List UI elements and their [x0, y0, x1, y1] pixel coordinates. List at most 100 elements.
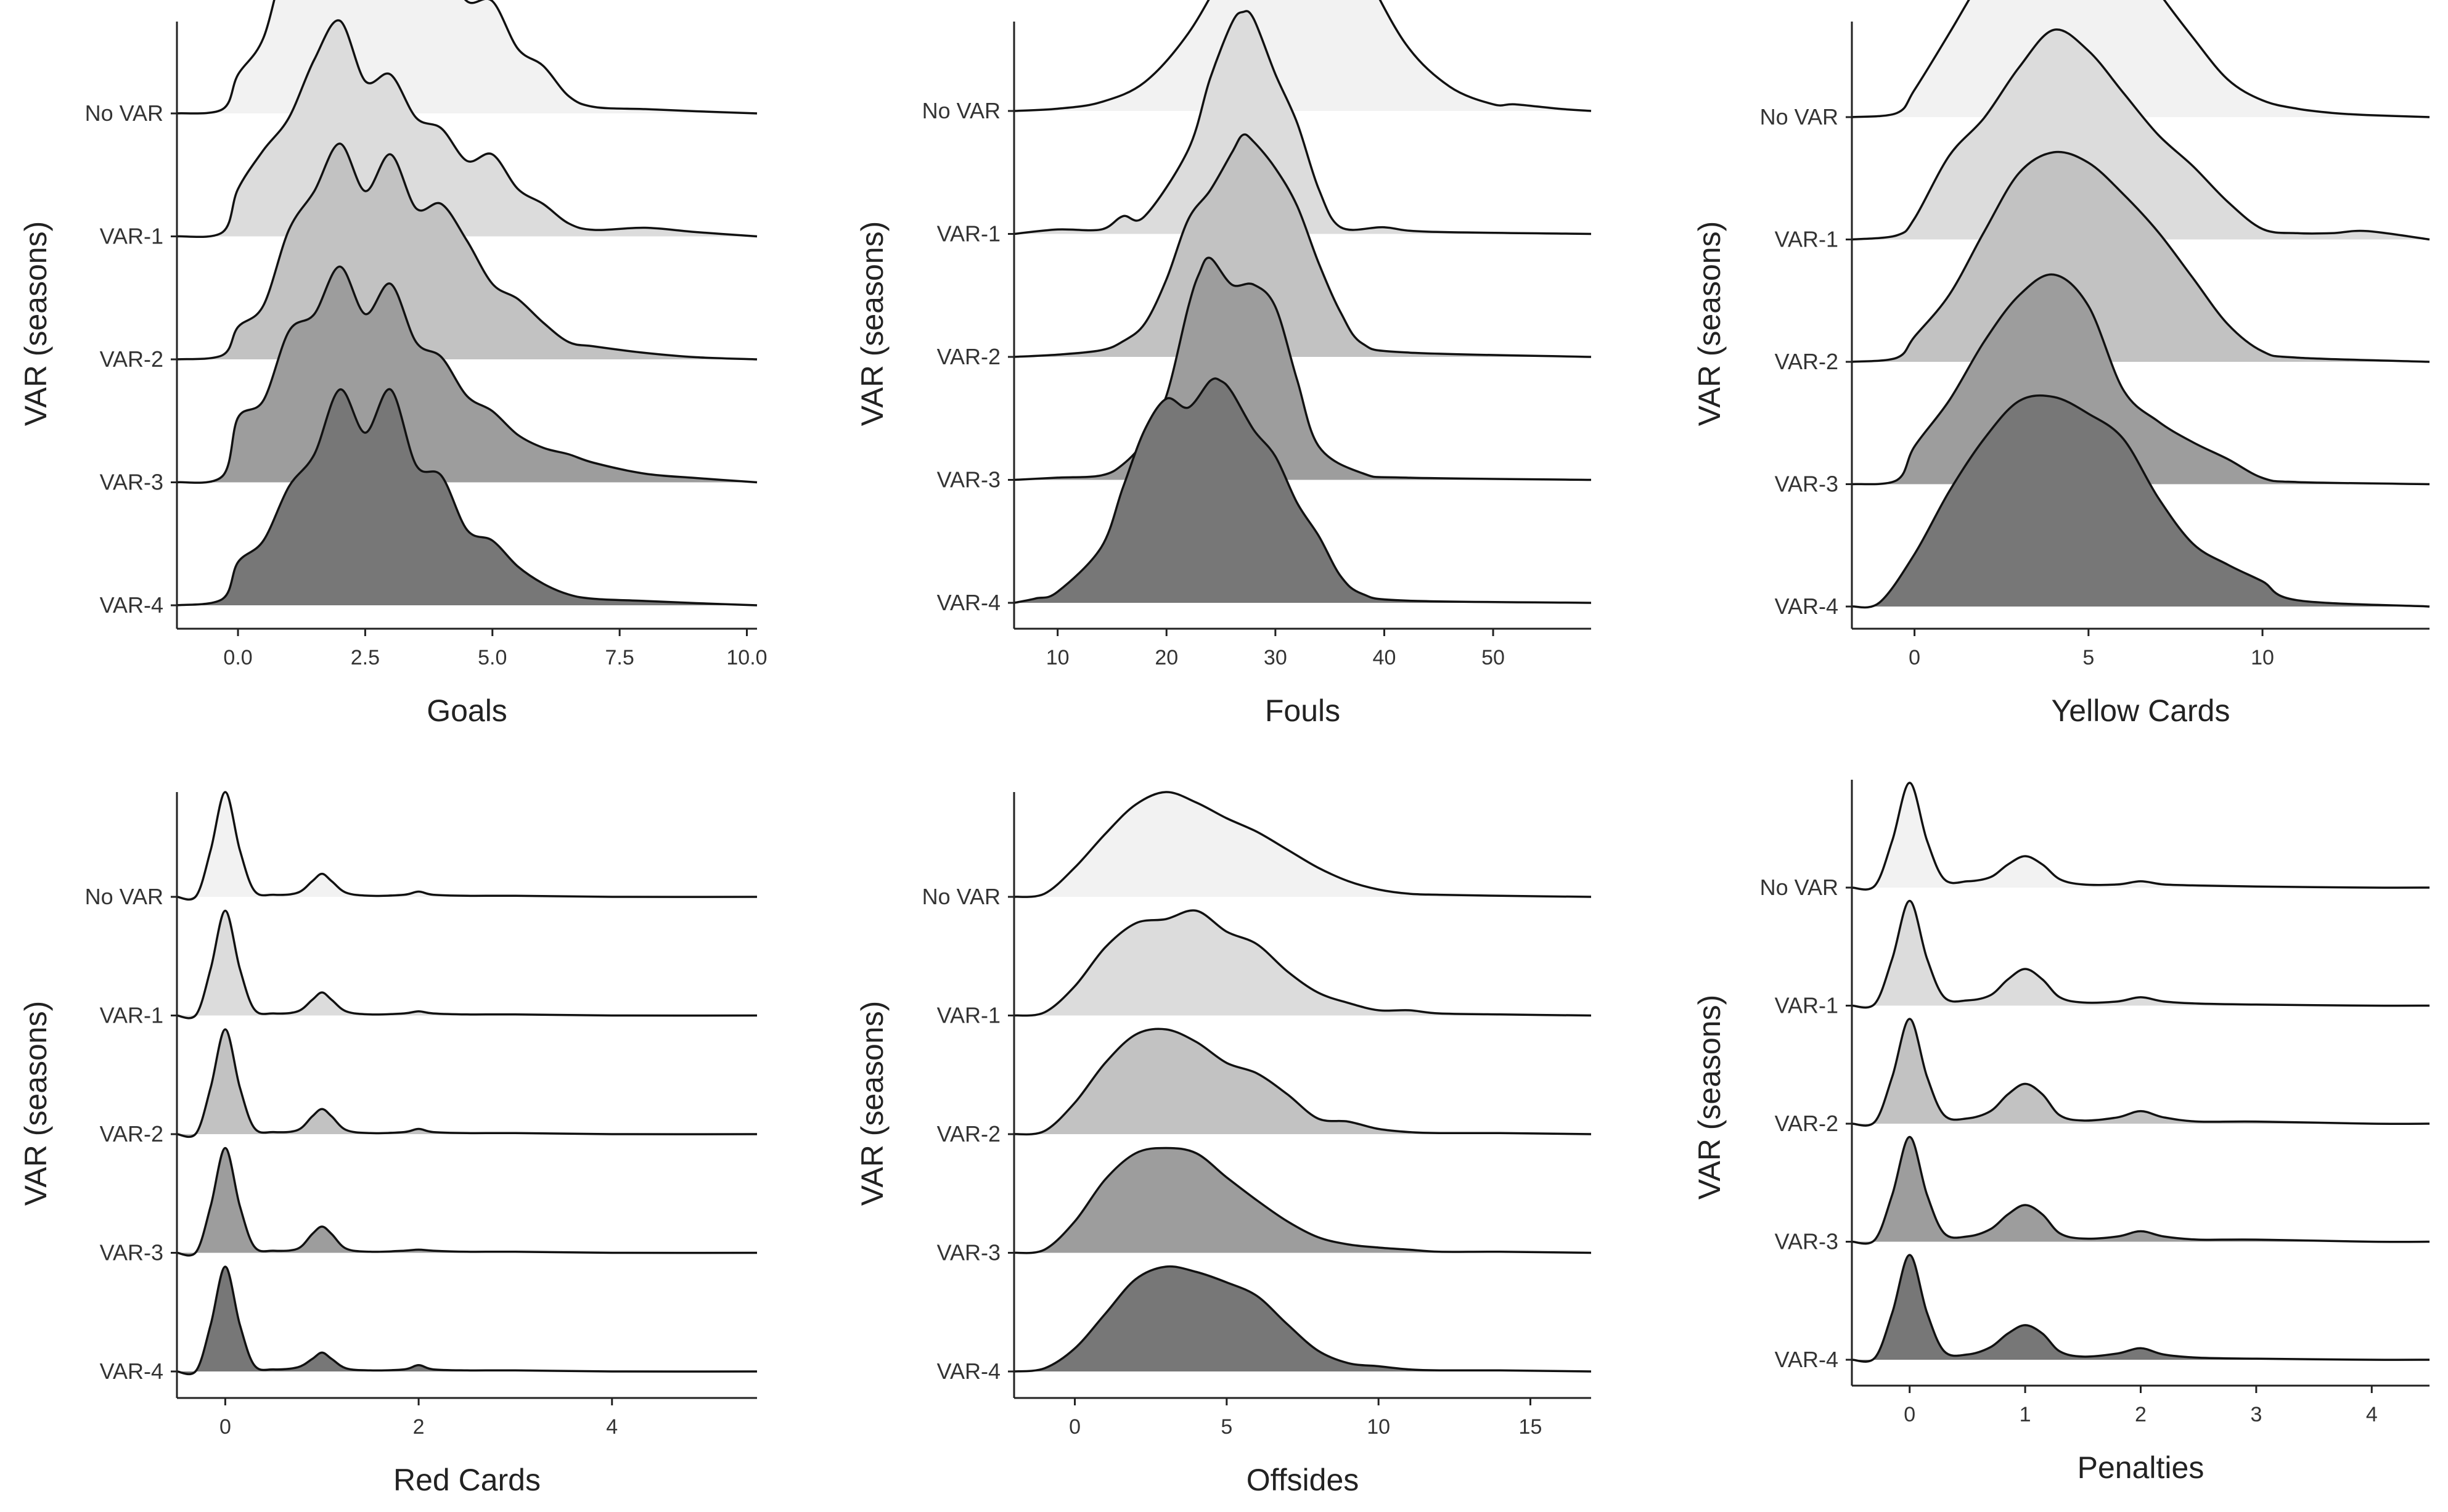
category-label: VAR-4 — [937, 1359, 1001, 1384]
ridge-line — [1851, 899, 2430, 1009]
category-label: VAR-1 — [937, 1003, 1001, 1028]
category-label: VAR-4 — [1775, 1347, 1838, 1372]
ridge-fill — [1852, 1255, 2430, 1362]
category-label: VAR-4 — [937, 590, 1001, 615]
ridge-fill — [1014, 10, 1591, 234]
x-axis-title: Fouls — [1265, 693, 1340, 728]
ridge-line — [1013, 377, 1592, 604]
y-axis-title: VAR (seasons) — [18, 221, 53, 427]
category-label: VAR-1 — [100, 224, 163, 249]
ridge-line — [1851, 150, 2430, 363]
ridge-fill — [177, 792, 757, 900]
ridge-line — [1013, 1028, 1592, 1136]
category-label: VAR-2 — [100, 346, 163, 372]
ridge-line — [1013, 133, 1592, 358]
ridge-line — [1851, 273, 2430, 486]
panel-penalties: No VAR VAR-1 VAR-2 VAR-3 VAR-4 0 1 2 3 4 Penalties… — [1692, 780, 2430, 1485]
x-tick-label: 30 — [1264, 646, 1287, 669]
x-tick-label: 1 — [2020, 1403, 2031, 1426]
category-label: VAR-4 — [100, 1359, 163, 1384]
category-label: VAR-3 — [100, 1240, 163, 1265]
x-tick-label: 10 — [1367, 1415, 1390, 1439]
category-label: VAR-3 — [937, 1240, 1001, 1265]
category-label: VAR-1 — [937, 221, 1001, 247]
ridge-line — [1013, 909, 1592, 1017]
panel-offsides: No VAR VAR-1 VAR-2 VAR-3 VAR-4 0 5 10 15 Offsides… — [855, 791, 1592, 1497]
category-label: VAR-2 — [937, 1121, 1001, 1146]
panel-fouls: No VAR VAR-1 VAR-2 VAR-3 VAR-4 10 20 30 40 50 Foul… — [855, 0, 1592, 728]
ridge-fill — [177, 389, 757, 605]
ridge-line — [1013, 791, 1592, 898]
ridge-line — [176, 142, 758, 361]
category-label: VAR-1 — [1775, 993, 1838, 1018]
y-axis-title: VAR (seasons) — [855, 1001, 890, 1206]
category-label: VAR-4 — [100, 592, 163, 618]
panel-yellow_cards: No VAR VAR-1 VAR-2 VAR-3 VAR-4 0 5 10 Yellow Car… — [1692, 0, 2430, 728]
ridge-line — [176, 265, 758, 484]
ridge-fill — [1852, 783, 2430, 890]
category-label: No VAR — [922, 98, 1001, 123]
category-label: VAR-1 — [1775, 227, 1838, 252]
x-axis-title: Offsides — [1247, 1463, 1359, 1497]
ridge-fill — [177, 1267, 757, 1375]
panel-goals: No VAR VAR-1 VAR-2 VAR-3 VAR-4 0.0 2.5 5.0 7.5 10… — [18, 0, 768, 728]
x-tick-label: 10 — [1046, 646, 1070, 669]
ridge-fill — [177, 266, 757, 483]
ridge-line — [1013, 1146, 1592, 1254]
ridge-line — [176, 1265, 758, 1376]
x-tick-label: 15 — [1519, 1415, 1542, 1439]
ridge-line — [1013, 1265, 1592, 1373]
x-tick-label: 2.5 — [351, 646, 380, 669]
category-label: VAR-1 — [100, 1003, 163, 1028]
x-tick-label: 5.0 — [478, 646, 507, 669]
x-axis-title: Penalties — [2078, 1450, 2204, 1485]
ridge-line — [1013, 256, 1592, 481]
ridge-fill — [1014, 378, 1591, 603]
y-axis-title: VAR (seasons) — [1692, 221, 1727, 427]
category-label: VAR-3 — [1775, 472, 1838, 497]
x-tick-label: 40 — [1373, 646, 1396, 669]
ridge-fill — [1014, 1029, 1591, 1135]
y-axis-title: VAR (seasons) — [18, 1001, 53, 1206]
ridge-fill — [1014, 1148, 1591, 1253]
x-tick-label: 4 — [606, 1415, 618, 1439]
category-label: VAR-3 — [1775, 1229, 1838, 1254]
ridge-line — [176, 909, 758, 1020]
ridge-fill — [177, 0, 757, 114]
ridge-line — [1013, 0, 1592, 112]
ridge-line — [1851, 1254, 2430, 1363]
ridge-line — [1013, 10, 1592, 235]
ridge-line — [1851, 1135, 2430, 1245]
panel-red_cards: No VAR VAR-1 VAR-2 VAR-3 VAR-4 0 2 4 Red Cards VA… — [18, 791, 758, 1497]
category-label: VAR-4 — [1775, 594, 1838, 619]
x-axis-title: Yellow Cards — [2052, 693, 2230, 728]
x-tick-label: 5 — [2082, 646, 2094, 669]
x-tick-label: 7.5 — [605, 646, 634, 669]
ridge-fill — [1014, 910, 1591, 1016]
x-tick-label: 10 — [2251, 646, 2274, 669]
ridge-line — [176, 1028, 758, 1138]
ridge-fill — [1852, 1019, 2430, 1126]
ridge-line — [176, 19, 758, 239]
ridge-fill — [1852, 29, 2430, 240]
x-tick-label: 5 — [1221, 1415, 1232, 1439]
ridge-fill — [1852, 901, 2430, 1008]
category-label: VAR-2 — [100, 1121, 163, 1146]
x-tick-label: 3 — [2250, 1403, 2262, 1426]
category-label: VAR-3 — [100, 470, 163, 495]
category-label: No VAR — [85, 100, 163, 126]
ridge-fill — [1014, 0, 1591, 111]
ridge-line — [176, 0, 758, 115]
x-tick-label: 0 — [1904, 1403, 1915, 1426]
ridge-fill — [177, 1148, 757, 1256]
ridge-fill — [177, 910, 757, 1018]
ridge-line — [1851, 1018, 2430, 1127]
ridge-fill — [1014, 134, 1591, 358]
ridge-fill — [1852, 1137, 2430, 1244]
ridge-fill — [1014, 791, 1591, 897]
x-tick-label: 50 — [1481, 646, 1505, 669]
x-tick-label: 0 — [219, 1415, 231, 1439]
x-axis-title: Goals — [427, 693, 507, 728]
category-label: No VAR — [1760, 875, 1838, 900]
x-axis-title: Red Cards — [393, 1463, 541, 1497]
